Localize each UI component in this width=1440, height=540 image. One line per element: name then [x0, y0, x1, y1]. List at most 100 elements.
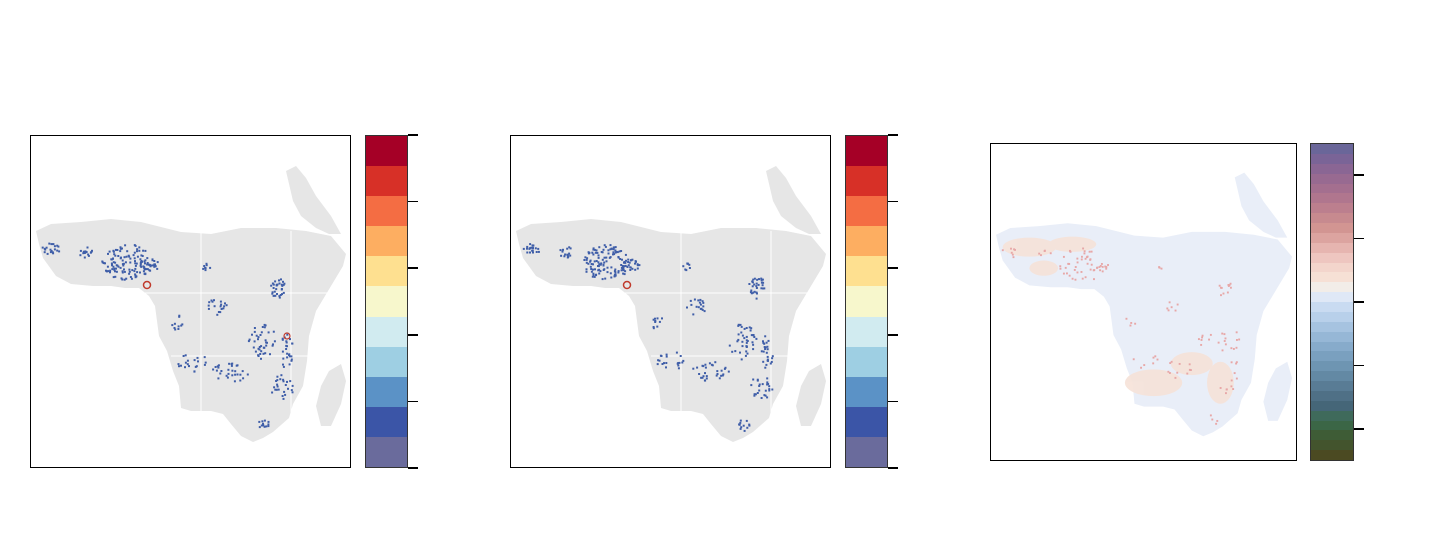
highlight-cell — [1208, 338, 1211, 341]
highlight-cell — [737, 333, 740, 336]
highlight-cell — [282, 363, 284, 366]
colorbar-segment — [1311, 144, 1353, 155]
colorbar-segment — [366, 136, 407, 167]
highlight-cell — [748, 326, 751, 329]
highlight-cell — [56, 244, 59, 247]
highlight-cell — [695, 305, 698, 308]
highlight-cell — [121, 271, 124, 274]
madagascar — [796, 364, 826, 426]
highlight-cell — [677, 362, 680, 364]
highlight-cell — [626, 266, 629, 268]
highlight-cell — [722, 373, 725, 376]
highlight-cell — [597, 261, 600, 264]
colorbar-segment — [1311, 252, 1353, 264]
highlight-cell — [702, 375, 705, 378]
colorbar-tick — [1354, 237, 1364, 240]
highlight-cell — [661, 317, 663, 320]
highlight-cell — [257, 338, 259, 341]
highlight-cell — [607, 249, 610, 252]
highlight-cell — [654, 321, 657, 323]
highlight-cell — [753, 336, 756, 338]
highlight-cell — [148, 269, 151, 272]
highlight-cell — [1090, 250, 1093, 253]
highlight-cell — [227, 372, 230, 375]
highlight-cell — [267, 425, 270, 428]
highlight-cell — [1083, 252, 1086, 255]
highlight-cell — [720, 374, 723, 377]
highlight-cell — [587, 262, 590, 265]
highlight-cell — [1012, 256, 1015, 259]
highlight-cell — [771, 388, 774, 391]
highlight-cell — [143, 266, 146, 269]
highlight-cell — [634, 268, 637, 271]
highlight-cell — [173, 327, 176, 329]
highlight-cell — [1232, 347, 1235, 350]
highlight-cell — [682, 359, 685, 362]
highlight-cell — [174, 328, 177, 331]
highlight-cell — [177, 325, 180, 328]
highlight-cell — [135, 262, 138, 265]
highlight-cell — [203, 356, 206, 359]
highlight-cell — [746, 352, 749, 355]
highlight-cell — [144, 259, 147, 262]
highlight-cell — [688, 267, 691, 269]
colorbar-segment — [1311, 400, 1353, 412]
land-mass-north — [766, 166, 821, 234]
highlight-cell — [1200, 339, 1203, 341]
highlight-cell — [193, 359, 196, 362]
highlight-cell — [1068, 274, 1071, 277]
colorbar-tick — [408, 267, 418, 269]
highlight-cell — [258, 420, 261, 423]
highlight-cell — [616, 251, 619, 254]
highlight-cell — [117, 265, 120, 268]
colorbar-tick — [1354, 301, 1364, 303]
highlight-cell — [140, 261, 143, 264]
highlight-cell — [109, 271, 111, 274]
highlight-cell — [182, 355, 185, 357]
highlight-cell — [142, 249, 145, 252]
highlight-cell — [280, 374, 283, 377]
highlight-cell — [1080, 258, 1083, 261]
colorbar-segment — [1311, 242, 1353, 254]
highlight-cell — [251, 333, 253, 336]
highlight-cell — [766, 396, 769, 399]
highlight-cell — [758, 389, 761, 392]
highlight-cell — [681, 361, 684, 364]
highlight-cell — [280, 278, 282, 281]
highlight-cell — [112, 265, 115, 268]
highlight-cell — [239, 373, 242, 376]
highlight-cell — [700, 376, 703, 379]
highlight-cell — [598, 263, 601, 266]
highlight-cell — [609, 272, 612, 275]
highlight-cell — [267, 420, 270, 423]
highlight-cell — [213, 305, 216, 308]
highlight-cell — [291, 391, 294, 394]
highlight-cell — [228, 362, 231, 365]
highlight-cell — [1211, 418, 1214, 421]
marker-circle — [622, 280, 632, 290]
highlight-cell — [87, 253, 90, 256]
highlight-cell — [1201, 334, 1204, 337]
highlight-cell — [613, 253, 616, 256]
highlight-cell — [595, 260, 598, 262]
highlight-cell — [751, 280, 754, 283]
colorbar-segment — [1311, 311, 1353, 323]
highlight-cell — [276, 385, 279, 388]
highlight-cell — [1125, 317, 1128, 320]
colorbar-segment — [366, 436, 407, 467]
highlight-cell — [708, 362, 711, 365]
highlight-cell — [281, 350, 284, 353]
highlight-cell — [750, 384, 753, 387]
highlight-cell — [592, 272, 595, 275]
highlight-cell — [595, 249, 598, 252]
colorbar-segment — [1311, 223, 1353, 234]
highlight-cell — [610, 276, 613, 279]
highlight-cell — [258, 346, 261, 348]
highlight-cell — [620, 264, 623, 266]
highlight-cell — [260, 331, 263, 334]
highlight-cell — [217, 311, 220, 313]
highlight-cell — [724, 366, 727, 369]
highlight-cell — [173, 322, 176, 325]
highlight-cell — [1067, 262, 1070, 265]
highlight-cell — [740, 325, 743, 328]
